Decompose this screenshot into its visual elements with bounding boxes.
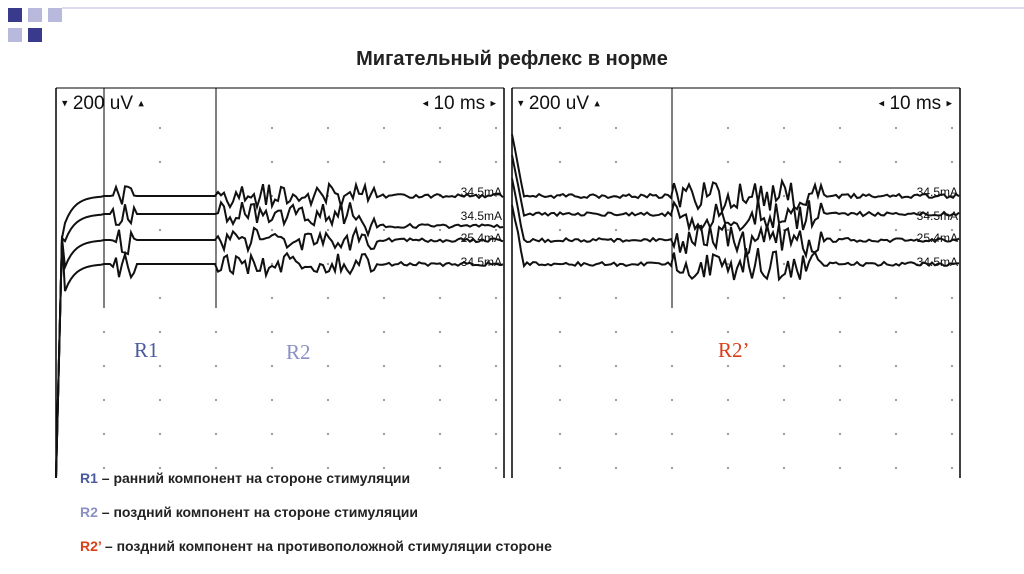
legend-term: R1 — [80, 470, 98, 486]
legend-text: – поздний компонент на стороне стимуляци… — [97, 504, 418, 520]
trace-label: 34.5mA — [916, 185, 958, 199]
sensitivity-up-arrow-icon[interactable]: ▴ — [138, 97, 144, 110]
trace-label: 34.5mA — [460, 255, 502, 269]
emg-trace — [511, 134, 960, 215]
emg-panel-contralateral: ▾ 200 uV ▴ ◂ 10 ms ▸ 34.5mA 34.5mA 25.4m… — [511, 87, 961, 478]
emg-traces-ipsilateral — [55, 87, 505, 479]
component-label-r1: R1 — [134, 338, 159, 362]
emg-panel-ipsilateral: ▾ 200 uV ▴ ◂ 10 ms ▸ 34.5mA 34.5mA 25.4m… — [55, 87, 505, 479]
emg-trace — [511, 204, 960, 282]
legend-term: R2 — [80, 504, 98, 520]
emg-trace — [55, 200, 504, 479]
emg-trace — [55, 225, 504, 479]
sweep-right-arrow-icon[interactable]: ▸ — [490, 97, 496, 110]
emg-trace — [55, 237, 504, 479]
emg-trace — [511, 154, 960, 233]
sweep-label: ◂ 10 ms ▸ — [422, 93, 496, 114]
legend-item-r1: R1 – ранний компонент на стороне стимуля… — [80, 470, 410, 486]
legend-term: R2’ — [80, 538, 102, 554]
emg-trace — [55, 181, 504, 479]
trace-label: 25.4mA — [460, 231, 502, 245]
legend-text: – ранний компонент на стороне стимуляции — [97, 470, 411, 486]
legend-text: – поздний компонент на противоположной с… — [101, 538, 552, 554]
sweep-left-arrow-icon[interactable]: ◂ — [422, 97, 429, 110]
sweep-left-arrow-icon[interactable]: ◂ — [878, 97, 885, 110]
sensitivity-down-arrow-icon[interactable]: ▾ — [518, 97, 524, 110]
trace-label: 25.4mA — [916, 231, 958, 245]
legend-item-r2-prime: R2’ – поздний компонент на противоположн… — [80, 538, 552, 554]
trace-label: 34.5mA — [916, 209, 958, 223]
legend-item-r2: R2 – поздний компонент на стороне стимул… — [80, 504, 418, 520]
sensitivity-up-arrow-icon[interactable]: ▴ — [594, 97, 600, 110]
slide-title: Мигательный рефлекс в норме — [356, 48, 668, 70]
emg-traces-contralateral — [511, 87, 961, 478]
sensitivity-label: ▾ 200 uV ▴ — [518, 93, 600, 114]
emg-trace — [511, 178, 960, 259]
component-label-r2: R2 — [286, 340, 311, 364]
component-label-r2-prime: R2’ — [718, 338, 750, 362]
sensitivity-down-arrow-icon[interactable]: ▾ — [62, 97, 68, 110]
trace-label: 34.5mA — [460, 185, 502, 199]
trace-label: 34.5mA — [916, 255, 958, 269]
sweep-right-arrow-icon[interactable]: ▸ — [946, 97, 952, 110]
corner-decoration — [8, 7, 1024, 42]
trace-label: 34.5mA — [460, 209, 502, 223]
sensitivity-label: ▾ 200 uV ▴ — [62, 93, 144, 114]
sweep-label: ◂ 10 ms ▸ — [878, 93, 952, 114]
